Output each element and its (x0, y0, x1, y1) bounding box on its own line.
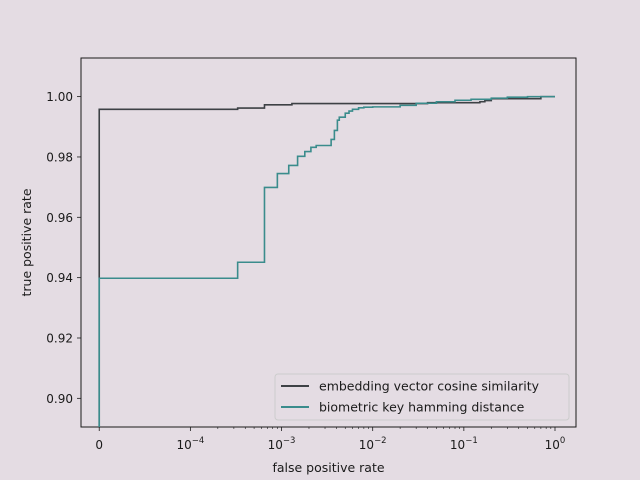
y-tick-label: 0.92 (46, 331, 73, 345)
x-tick-label: 10−1 (450, 436, 478, 452)
series-layer (98, 95, 555, 427)
legend-box (274, 373, 570, 421)
plot-area (80, 57, 577, 428)
x-axis-label: false positive rate (272, 460, 384, 475)
legend-label-embedding: embedding vector cosine similarity (319, 379, 540, 394)
y-tick-label: 0.94 (46, 271, 73, 285)
legend: embedding vector cosine similarity biome… (274, 373, 570, 421)
y-tick-label: 0.98 (46, 150, 73, 164)
x-axis: 0 10−4 10−3 10−2 10−1 100 (95, 427, 565, 452)
y-axis-label: true positive rate (19, 188, 34, 296)
x-tick-label: 10−2 (359, 436, 387, 452)
x-tick-label: 100 (545, 436, 566, 452)
x-tick-label: 10−3 (268, 436, 296, 452)
legend-label-biometric: biometric key hamming distance (319, 400, 525, 415)
series-line-biometric (98, 95, 555, 427)
y-tick-label: 1.00 (46, 90, 73, 104)
y-axis: 0.90 0.92 0.94 0.96 0.98 1.00 (46, 90, 81, 406)
y-tick-label: 0.90 (46, 392, 73, 406)
y-tick-label: 0.96 (46, 211, 73, 225)
x-tick-label: 10−4 (176, 436, 204, 452)
x-tick-label: 0 (95, 438, 103, 452)
